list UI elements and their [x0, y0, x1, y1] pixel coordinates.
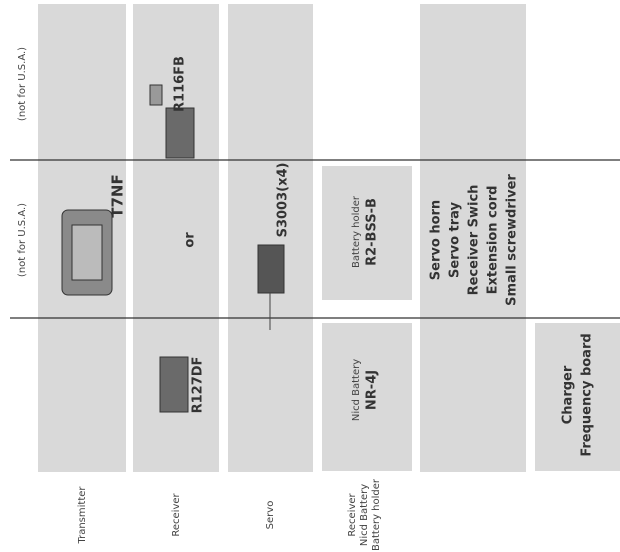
transmitter-model: T7NF [109, 174, 127, 217]
column-label: Transmitter [77, 486, 88, 545]
model: R2-BSS-B [365, 198, 380, 266]
note: (not for U.S.A.) [17, 203, 28, 277]
battery-box [322, 323, 412, 471]
column-label: Battery holder [371, 478, 382, 551]
note: (not for U.S.A.) [17, 47, 28, 121]
servo-strip [228, 4, 313, 472]
accessory: Extension cord [486, 186, 501, 295]
caption: Battery holder [351, 195, 362, 268]
servo-model: S3003(x4) [276, 163, 291, 238]
or-text: or [183, 232, 198, 248]
accessories-list: Servo horn Servo tray Receiver Swich Extens… [429, 174, 520, 306]
charger-list: Charger Frequency board [561, 333, 595, 456]
receiver-icon [165, 107, 195, 159]
accessory: Receiver Swich [467, 185, 482, 296]
charger-strip [535, 323, 620, 471]
receiver-icon [159, 356, 189, 413]
transmitter-icon [71, 224, 103, 281]
column-label: Servo [265, 501, 276, 530]
accessory: Servo tray [448, 201, 463, 278]
battery-holder-box [322, 166, 412, 300]
caption: Nicd Battery [351, 359, 362, 421]
column-label: Nicd Battery [359, 484, 370, 546]
receiver-model: R116FB [173, 56, 188, 112]
charger-item: Charger [561, 365, 576, 424]
column-label: Receiver [171, 492, 182, 536]
accessories-strip [420, 4, 526, 472]
accessory: Servo horn [429, 200, 444, 280]
column-label: Receiver [347, 492, 358, 536]
accessory: Small screwdriver [505, 174, 520, 306]
model: NR-4J [365, 370, 380, 410]
receiver-model: R127DF [191, 357, 206, 414]
servo-icon [257, 244, 285, 294]
receiver-icon [149, 84, 163, 106]
charger-item: Frequency board [580, 333, 595, 456]
